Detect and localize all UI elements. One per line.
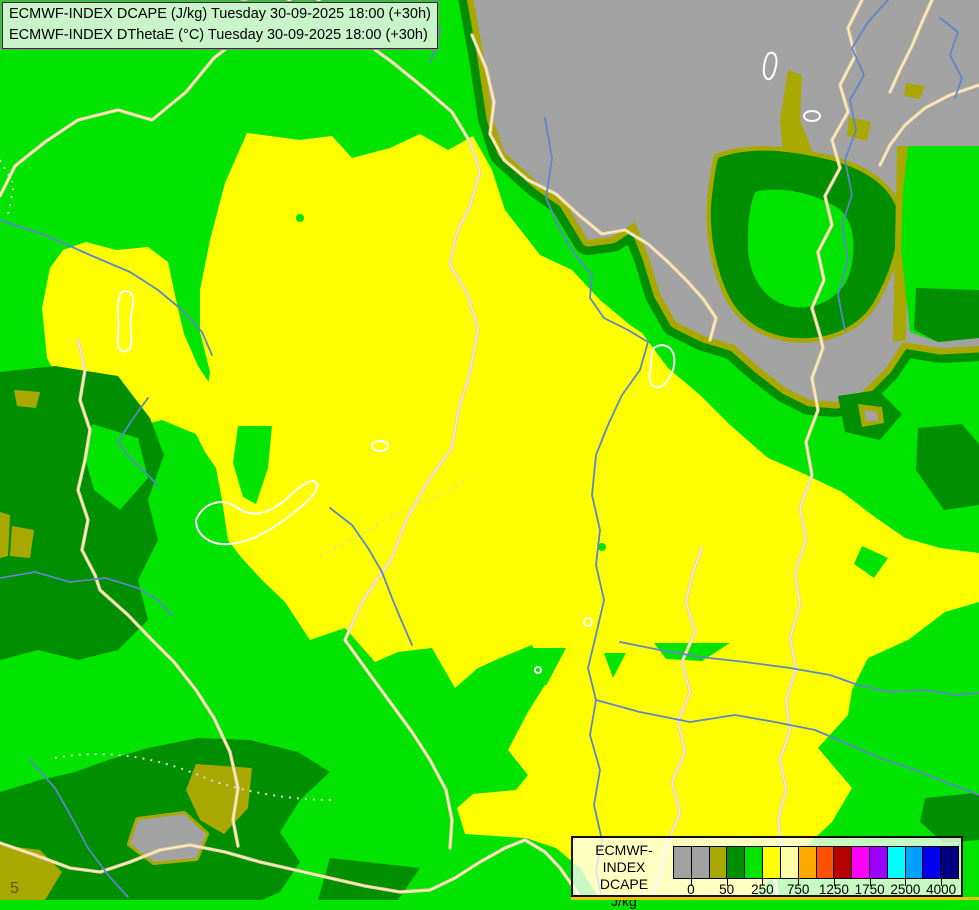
- legend-swatch: [709, 847, 728, 878]
- title-line-dthetae: ECMWF-INDEX DThetaE (°C) Tuesday 30-09-2…: [9, 27, 428, 43]
- legend-tick-label: 750: [786, 882, 810, 897]
- title-line-dcape: ECMWF-INDEX DCAPE (J/kg) Tuesday 30-09-2…: [9, 6, 431, 22]
- legend-tick-label: 50: [719, 882, 735, 897]
- map-dark-green-left-mid: [0, 366, 164, 660]
- river-line: [117, 397, 159, 487]
- legend-tick-mark: [869, 879, 871, 886]
- legend-tick-mark: [941, 879, 943, 886]
- lake-outline: [803, 110, 821, 122]
- river-line: [0, 219, 213, 356]
- legend-swatch: [763, 847, 781, 878]
- legend-swatch: [905, 847, 924, 878]
- legend-swatch: [691, 847, 710, 878]
- map-frame-baseline: [571, 897, 979, 900]
- legend-swatch: [745, 847, 764, 878]
- legend-swatch: [923, 847, 942, 878]
- river-line: [29, 759, 129, 898]
- river-line: [329, 507, 413, 646]
- legend-product-label: ECMWF-INDEX: [595, 842, 653, 875]
- lake-outline: [583, 617, 593, 627]
- lake-outline: [116, 290, 135, 353]
- legend-swatch: [941, 847, 958, 878]
- legend-tick-mark: [762, 879, 764, 886]
- lake-outline: [648, 344, 676, 389]
- map-dark-green-bottom-right: [920, 793, 979, 843]
- legend-swatch: [887, 847, 906, 878]
- legend-swatch: [834, 847, 853, 878]
- legend-tick-mark: [833, 879, 835, 886]
- map-dark-green-patches-right: [838, 390, 979, 510]
- legend-title: ECMWF-INDEX DCAPE J/kg: [577, 842, 671, 910]
- legend-swatch: [869, 847, 888, 878]
- legend-swatch: [727, 847, 746, 878]
- legend-box: ECMWF-INDEX DCAPE J/kg 0 50 250 750 1250 1750…: [571, 836, 963, 909]
- legend-tick-label: 2500: [890, 882, 921, 897]
- legend-tick-mark: [690, 879, 692, 886]
- river-line: [544, 117, 649, 900]
- legend-tick-label: 0: [687, 882, 695, 897]
- title-box: ECMWF-INDEX DCAPE (J/kg) Tuesday 30-09-2…: [1, 1, 439, 50]
- legend-unit-label: J/kg: [611, 893, 637, 909]
- map-lakes: [116, 0, 821, 674]
- lake-outline: [371, 440, 389, 452]
- map-green-blob-topright: [706, 146, 903, 343]
- legend-swatch: [816, 847, 835, 878]
- map-green-wedges: [233, 214, 888, 686]
- legend-color-bar: [673, 846, 959, 879]
- legend-tick-label: 4000: [926, 882, 957, 897]
- legend-parameter-label: DCAPE: [599, 876, 649, 892]
- river-line: [939, 17, 963, 99]
- map-dotted-lines: [0, 159, 471, 801]
- legend-tick-label: 1750: [854, 882, 885, 897]
- river-line: [619, 641, 979, 696]
- legend-tick-mark: [726, 879, 728, 886]
- lake-outline: [534, 666, 542, 674]
- contour-value-label: 5: [10, 880, 19, 897]
- legend-swatch: [674, 847, 692, 878]
- legend-tick-mark: [798, 879, 800, 886]
- legend-swatch: [780, 847, 799, 878]
- legend-swatch: [852, 847, 870, 878]
- legend-swatch: [798, 847, 817, 878]
- river-line: [837, 0, 889, 331]
- lake-balaton-outline: [195, 480, 319, 546]
- legend-tick-label: 1250: [818, 882, 849, 897]
- map-olive-streaks: [780, 70, 925, 168]
- lake-outline: [762, 51, 778, 81]
- legend-tick-label: 250: [751, 882, 774, 897]
- legend-tick-mark: [905, 879, 907, 886]
- map-green-band-right-edge: [893, 146, 979, 342]
- yellow-region-main: [195, 133, 979, 900]
- river-line: [595, 699, 979, 796]
- river-line: [0, 571, 173, 616]
